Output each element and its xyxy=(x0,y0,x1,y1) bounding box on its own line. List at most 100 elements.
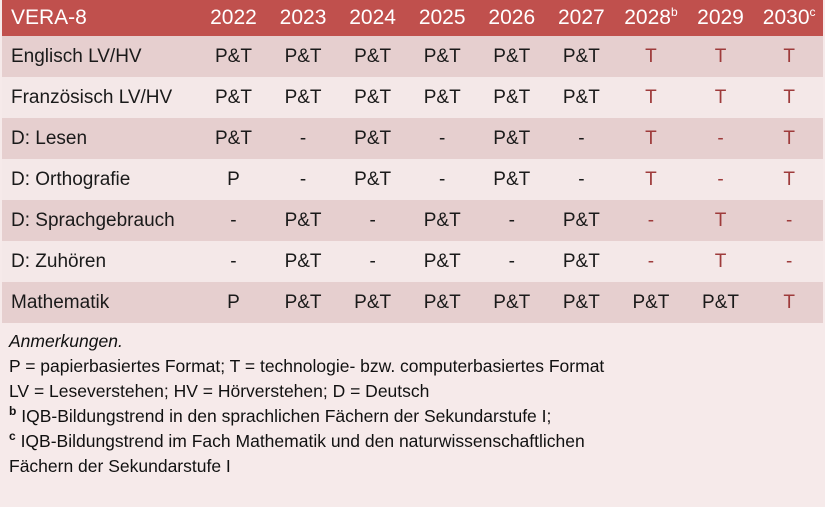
column-header-2022: 2022 xyxy=(198,0,269,36)
cell-orthografie-2029: - xyxy=(685,159,756,200)
table-corner-title: VERA-8 xyxy=(0,0,199,36)
cell-franzoesisch-2025: P&T xyxy=(407,77,477,118)
row-label-zuhoeren: D: Zuhören xyxy=(0,241,199,282)
cell-orthografie-2028: T xyxy=(616,159,686,200)
cell-lesen-2023: - xyxy=(268,118,338,159)
cell-sprachgebrauch-2023: P&T xyxy=(268,200,338,241)
cell-franzoesisch-2027: P&T xyxy=(546,77,617,118)
cell-lesen-2025: - xyxy=(407,118,477,159)
cell-franzoesisch-2030: T xyxy=(755,77,825,118)
notes-heading: Anmerkungen. xyxy=(9,331,123,351)
table-row: D: Lesen P&T - P&T - P&T - T - T xyxy=(0,118,825,159)
column-header-2024: 2024 xyxy=(337,0,408,36)
year-label: 2025 xyxy=(418,6,466,29)
cell-sprachgebrauch-2024: - xyxy=(337,200,408,241)
cell-lesen-2027: - xyxy=(546,118,617,159)
cell-englisch-2026: P&T xyxy=(476,36,547,77)
cell-zuhoeren-2024: - xyxy=(337,241,408,282)
year-label: 2023 xyxy=(279,6,327,29)
column-header-2023: 2023 xyxy=(268,0,338,36)
footnote-c-continued: Fächern der Sekundarstufe I xyxy=(9,456,231,476)
cell-franzoesisch-2023: P&T xyxy=(268,77,338,118)
cell-englisch-2023: P&T xyxy=(268,36,338,77)
cell-sprachgebrauch-2028: - xyxy=(616,200,686,241)
cell-orthografie-2027: - xyxy=(546,159,617,200)
column-header-2025: 2025 xyxy=(407,0,477,36)
table-body: Englisch LV/HV P&T P&T P&T P&T P&T P&T T… xyxy=(0,36,825,323)
header-row: VERA-8 2022 2023 2024 2025 2026 xyxy=(0,0,825,36)
cell-orthografie-2025: - xyxy=(407,159,477,200)
cell-zuhoeren-2022: - xyxy=(198,241,269,282)
cell-franzoesisch-2024: P&T xyxy=(337,77,408,118)
cell-zuhoeren-2026: - xyxy=(476,241,547,282)
year-label: 2028 xyxy=(624,6,671,29)
cell-mathematik-2025: P&T xyxy=(407,282,477,323)
table-notes: Anmerkungen. P = papierbasiertes Format;… xyxy=(0,323,825,487)
notes-format-legend: P = papierbasiertes Format; T = technolo… xyxy=(9,356,605,376)
table-row: D: Sprachgebrauch - P&T - P&T - P&T - T … xyxy=(0,200,825,241)
table-row: Mathematik P P&T P&T P&T P&T P&T P&T P&T… xyxy=(0,282,825,323)
column-header-2030: 2030c xyxy=(755,0,825,36)
cell-lesen-2024: P&T xyxy=(337,118,408,159)
cell-franzoesisch-2029: T xyxy=(685,77,756,118)
footnote-c-marker: c xyxy=(9,429,16,444)
cell-lesen-2026: P&T xyxy=(476,118,547,159)
cell-englisch-2022: P&T xyxy=(198,36,269,77)
cell-franzoesisch-2026: P&T xyxy=(476,77,547,118)
table-row: Englisch LV/HV P&T P&T P&T P&T P&T P&T T… xyxy=(0,36,825,77)
year-label: 2027 xyxy=(557,6,605,29)
cell-lesen-2022: P&T xyxy=(198,118,269,159)
year-label: 2022 xyxy=(210,6,257,29)
cell-franzoesisch-2022: P&T xyxy=(198,77,269,118)
cell-mathematik-2029: P&T xyxy=(685,282,756,323)
cell-zuhoeren-2029: T xyxy=(685,241,756,282)
notes-abbreviation-legend: LV = Leseverstehen; HV = Hörverstehen; D… xyxy=(9,381,430,401)
corner-label: VERA-8 xyxy=(11,6,87,29)
cell-franzoesisch-2028: T xyxy=(616,77,686,118)
cell-zuhoeren-2030: - xyxy=(755,241,825,282)
table-row: Französisch LV/HV P&T P&T P&T P&T P&T P&… xyxy=(0,77,825,118)
column-header-2029: 2029 xyxy=(685,0,756,36)
cell-zuhoeren-2028: - xyxy=(616,241,686,282)
cell-mathematik-2027: P&T xyxy=(546,282,617,323)
year-label: 2024 xyxy=(349,6,396,29)
vera8-schedule-table: VERA-8 2022 2023 2024 2025 2026 xyxy=(0,0,825,323)
cell-englisch-2027: P&T xyxy=(546,36,617,77)
cell-mathematik-2023: P&T xyxy=(268,282,338,323)
cell-zuhoeren-2025: P&T xyxy=(407,241,477,282)
cell-orthografie-2030: T xyxy=(755,159,825,200)
cell-sprachgebrauch-2029: T xyxy=(685,200,756,241)
cell-orthografie-2023: - xyxy=(268,159,338,200)
cell-englisch-2030: T xyxy=(755,36,825,77)
cell-sprachgebrauch-2030: - xyxy=(755,200,825,241)
cell-englisch-2029: T xyxy=(685,36,756,77)
cell-orthografie-2024: P&T xyxy=(337,159,408,200)
footnote-c-text-line1: IQB-Bildungstrend im Fach Mathematik und… xyxy=(20,431,585,451)
year-label: 2030 xyxy=(762,6,810,29)
cell-mathematik-2030: T xyxy=(755,282,825,323)
year-label: 2029 xyxy=(697,6,744,29)
cell-mathematik-2022: P xyxy=(198,282,269,323)
cell-lesen-2028: T xyxy=(616,118,686,159)
cell-lesen-2029: - xyxy=(685,118,756,159)
cell-sprachgebrauch-2025: P&T xyxy=(407,200,477,241)
table-row: D: Zuhören - P&T - P&T - P&T - T - xyxy=(0,241,825,282)
footnote-marker-c: c xyxy=(809,5,816,19)
footnote-marker-b: b xyxy=(670,5,678,19)
row-label-orthografie: D: Orthografie xyxy=(0,159,199,200)
row-label-lesen: D: Lesen xyxy=(0,118,199,159)
footnote-b-marker: b xyxy=(9,404,17,419)
year-label: 2026 xyxy=(488,6,536,29)
row-label-franzoesisch: Französisch LV/HV xyxy=(0,77,199,118)
cell-mathematik-2028: P&T xyxy=(616,282,686,323)
cell-sprachgebrauch-2022: - xyxy=(198,200,269,241)
cell-englisch-2024: P&T xyxy=(337,36,408,77)
table-row: D: Orthografie P - P&T - P&T - T - T xyxy=(0,159,825,200)
column-header-2026: 2026 xyxy=(476,0,547,36)
row-label-englisch: Englisch LV/HV xyxy=(0,36,199,77)
table-header: VERA-8 2022 2023 2024 2025 2026 xyxy=(0,0,825,36)
cell-englisch-2028: T xyxy=(616,36,686,77)
cell-sprachgebrauch-2026: - xyxy=(476,200,547,241)
footnote-c: c IQB-Bildungstrend im Fach Mathematik u… xyxy=(9,429,816,454)
